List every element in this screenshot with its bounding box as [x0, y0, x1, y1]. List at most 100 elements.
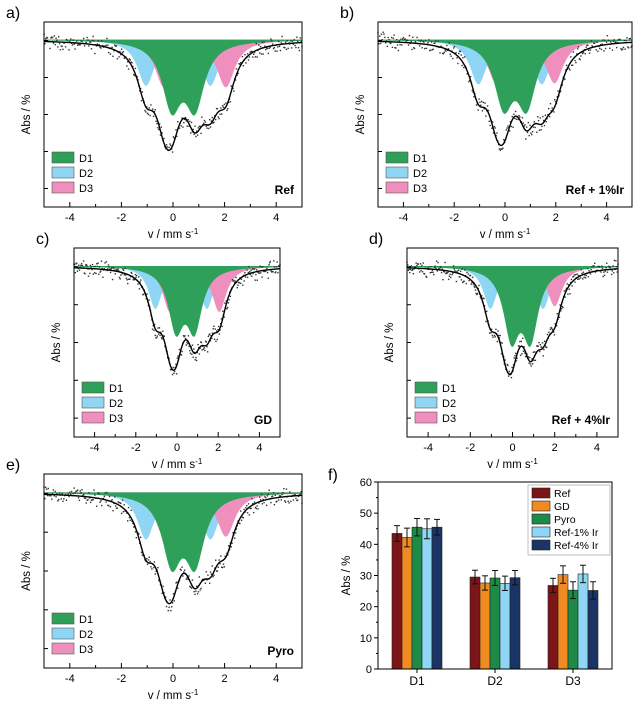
data-point [109, 53, 112, 55]
data-point [530, 132, 532, 134]
data-point [512, 126, 514, 128]
legend-label: GD [554, 501, 570, 513]
legend-swatch-d2 [51, 627, 75, 640]
data-point [256, 56, 258, 58]
data-point [199, 347, 201, 349]
data-point [269, 260, 272, 263]
data-point [61, 45, 63, 48]
data-point [270, 270, 272, 272]
data-point [554, 323, 556, 325]
data-point [593, 265, 595, 267]
data-point [179, 568, 182, 571]
legend-label: Ref [554, 488, 570, 500]
data-point [127, 68, 130, 70]
data-point [456, 57, 458, 59]
data-point [271, 40, 273, 42]
data-point [75, 490, 77, 493]
data-point [431, 269, 434, 271]
data-point [149, 560, 151, 563]
data-point [567, 284, 570, 286]
data-point [150, 104, 152, 106]
data-point [63, 42, 65, 44]
data-point [551, 107, 553, 109]
data-point [582, 51, 585, 54]
bar [567, 589, 579, 670]
data-point [271, 495, 273, 498]
data-point [513, 113, 515, 115]
bar [479, 582, 491, 670]
data-point [492, 132, 495, 134]
data-point [530, 365, 532, 367]
data-point [163, 592, 165, 594]
data-point [383, 33, 385, 35]
data-point [74, 492, 76, 494]
data-point [224, 302, 226, 304]
data-point [410, 265, 412, 267]
data-point [474, 286, 476, 289]
data-point [611, 270, 614, 272]
data-point [118, 502, 120, 504]
data-point [195, 359, 198, 362]
data-point [466, 73, 468, 75]
data-point [396, 44, 399, 46]
data-point [252, 502, 254, 505]
data-point [250, 507, 252, 510]
data-point [401, 38, 404, 40]
data-point [215, 107, 218, 110]
data-point [205, 125, 207, 128]
data-point [394, 46, 396, 49]
data-point [231, 279, 234, 281]
data-point [180, 569, 182, 571]
data-point [227, 101, 230, 104]
data-point [603, 271, 605, 273]
data-point [438, 268, 441, 270]
data-point [506, 127, 508, 129]
data-point [72, 39, 75, 41]
data-point [553, 331, 555, 333]
data-point [58, 42, 61, 45]
legend-swatch-d3 [81, 411, 105, 424]
data-point [194, 359, 196, 361]
data-point [213, 338, 216, 340]
data-point [531, 358, 533, 360]
data-point [192, 356, 194, 358]
data-point [572, 51, 575, 53]
data-point [122, 511, 125, 513]
data-point [100, 270, 102, 272]
data-point [264, 270, 267, 273]
data-point [232, 532, 234, 534]
data-point [519, 340, 521, 343]
data-point [469, 75, 472, 78]
data-point [218, 559, 220, 561]
data-point [512, 364, 515, 366]
x-tick-label: -4 [90, 442, 100, 454]
data-point [515, 118, 518, 120]
data-point [57, 35, 60, 38]
data-point [265, 47, 268, 49]
legend-label: D1 [79, 614, 93, 626]
data-point [90, 499, 93, 501]
data-point [251, 50, 253, 53]
data-point [114, 45, 117, 47]
data-point [486, 310, 488, 313]
data-point [177, 587, 179, 590]
data-point [197, 127, 200, 129]
data-point [121, 499, 124, 501]
data-point [252, 53, 255, 55]
data-point [223, 316, 225, 318]
legend: D1 D2 D3 [81, 381, 123, 425]
data-point [206, 579, 208, 581]
data-point [213, 325, 215, 327]
data-point [541, 342, 544, 344]
data-point [431, 271, 433, 273]
data-point [381, 39, 383, 41]
data-point [216, 338, 218, 341]
data-point [620, 47, 622, 50]
data-point [581, 51, 583, 54]
data-point [159, 334, 161, 337]
data-point [196, 130, 198, 132]
data-point [136, 274, 138, 277]
data-point [275, 266, 278, 268]
data-point [93, 489, 95, 491]
data-point [467, 273, 470, 275]
